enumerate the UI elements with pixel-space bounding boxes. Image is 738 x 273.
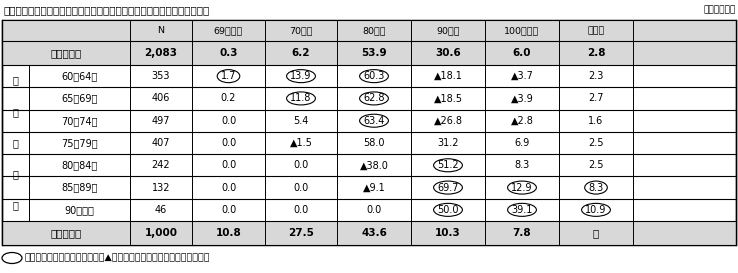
Text: 0.2: 0.2 — [221, 93, 236, 103]
Text: 2.7: 2.7 — [588, 93, 604, 103]
Text: 65～69歳: 65～69歳 — [61, 93, 97, 103]
Text: 53.9: 53.9 — [361, 48, 387, 58]
Text: 0.0: 0.0 — [294, 183, 308, 192]
Text: 242: 242 — [152, 160, 170, 170]
Text: 80歳代: 80歳代 — [362, 26, 386, 35]
Text: ▲26.8: ▲26.8 — [433, 116, 463, 126]
Text: 2.5: 2.5 — [588, 160, 604, 170]
Text: 8.3: 8.3 — [588, 183, 604, 192]
Text: 0.3: 0.3 — [219, 48, 238, 58]
Text: は、全体に比べて有意に高く、▲は、有意に低い（以下の図表も同様）: は、全体に比べて有意に高く、▲は、有意に低い（以下の図表も同様） — [25, 254, 210, 263]
Text: 6.0: 6.0 — [513, 48, 531, 58]
Text: 62.8: 62.8 — [363, 93, 384, 103]
Text: 7.8: 7.8 — [513, 228, 531, 238]
Text: 13.9: 13.9 — [290, 71, 311, 81]
Bar — [2, 41, 736, 65]
Text: 2.8: 2.8 — [587, 48, 605, 58]
Text: 70～74歳: 70～74歳 — [61, 116, 97, 126]
Text: 0.0: 0.0 — [221, 116, 236, 126]
Text: 1,000: 1,000 — [145, 228, 178, 238]
Text: 39.1: 39.1 — [511, 205, 533, 215]
Text: 50.0: 50.0 — [437, 205, 459, 215]
Text: 46: 46 — [155, 205, 167, 215]
Text: ▲18.5: ▲18.5 — [433, 93, 463, 103]
Text: 2.3: 2.3 — [588, 71, 604, 81]
Text: 8.3: 8.3 — [514, 160, 530, 170]
Text: 11.8: 11.8 — [290, 93, 311, 103]
Text: 353: 353 — [152, 71, 170, 81]
Text: ▲1.5: ▲1.5 — [289, 138, 312, 148]
Text: 無回答: 無回答 — [587, 26, 604, 35]
Text: 0.0: 0.0 — [294, 160, 308, 170]
Text: 31.2: 31.2 — [437, 138, 459, 148]
Text: 10.3: 10.3 — [435, 228, 461, 238]
Text: 406: 406 — [152, 93, 170, 103]
Text: ▲9.1: ▲9.1 — [362, 183, 385, 192]
Text: 0.0: 0.0 — [221, 160, 236, 170]
Text: 497: 497 — [152, 116, 170, 126]
Text: （単位：％）: （単位：％） — [704, 5, 736, 14]
Text: ▲3.9: ▲3.9 — [511, 93, 534, 103]
Text: 0.0: 0.0 — [221, 183, 236, 192]
Text: 本: 本 — [13, 76, 18, 86]
Text: －: － — [593, 228, 599, 238]
Text: 6.2: 6.2 — [292, 48, 310, 58]
Text: 69.7: 69.7 — [437, 183, 459, 192]
Text: 51.2: 51.2 — [437, 160, 459, 170]
Text: 80～84歳: 80～84歳 — [61, 160, 97, 170]
Text: 1.6: 1.6 — [588, 116, 604, 126]
Text: 5.4: 5.4 — [293, 116, 308, 126]
Text: 0.0: 0.0 — [221, 205, 236, 215]
Bar — [2, 20, 736, 245]
Text: 0.0: 0.0 — [221, 138, 236, 148]
Text: 10.8: 10.8 — [215, 228, 241, 238]
Text: 58.0: 58.0 — [363, 138, 384, 148]
Text: 10.9: 10.9 — [585, 205, 607, 215]
Text: 1.7: 1.7 — [221, 71, 236, 81]
Text: 69歳以下: 69歳以下 — [214, 26, 243, 35]
Text: 0.0: 0.0 — [366, 205, 382, 215]
Bar — [2, 221, 736, 245]
Text: 2.5: 2.5 — [588, 138, 604, 148]
Text: ▲3.7: ▲3.7 — [511, 71, 534, 81]
Text: 60.3: 60.3 — [363, 71, 384, 81]
Text: 0.0: 0.0 — [294, 205, 308, 215]
Text: 75～79歳: 75～79歳 — [61, 138, 98, 148]
Text: ▲2.8: ▲2.8 — [511, 116, 534, 126]
Text: N: N — [157, 26, 165, 35]
Text: 85～89歳: 85～89歳 — [61, 183, 97, 192]
Text: 齢: 齢 — [13, 169, 18, 179]
Text: 27.5: 27.5 — [288, 228, 314, 238]
Text: 12.9: 12.9 — [511, 183, 533, 192]
Text: ▲18.1: ▲18.1 — [433, 71, 463, 81]
Text: 年: 年 — [13, 138, 18, 148]
Text: 2,083: 2,083 — [145, 48, 178, 58]
Text: 別: 別 — [13, 200, 18, 210]
Text: 43.6: 43.6 — [361, 228, 387, 238]
Text: 中年層全体: 中年層全体 — [50, 228, 82, 238]
Text: 人: 人 — [13, 107, 18, 117]
Text: 63.4: 63.4 — [363, 116, 384, 126]
Text: 90歳以上: 90歳以上 — [64, 205, 94, 215]
Bar — [2, 20, 736, 41]
Text: 100歳以上: 100歳以上 — [504, 26, 539, 35]
Text: 132: 132 — [152, 183, 170, 192]
Text: 60～64歳: 60～64歳 — [61, 71, 97, 81]
Text: 高齢者全体: 高齢者全体 — [50, 48, 82, 58]
Text: 6.9: 6.9 — [514, 138, 530, 148]
Text: 70歳代: 70歳代 — [289, 26, 313, 35]
Text: 407: 407 — [152, 138, 170, 148]
Text: ▲38.0: ▲38.0 — [359, 160, 388, 170]
Text: 30.6: 30.6 — [435, 48, 461, 58]
Text: 90歳代: 90歳代 — [436, 26, 460, 35]
Text: 表１　何歳まで生きたいと思うか（高齢者調査・中年層調査）〔年齢別〕: 表１ 何歳まで生きたいと思うか（高齢者調査・中年層調査）〔年齢別〕 — [3, 5, 210, 15]
